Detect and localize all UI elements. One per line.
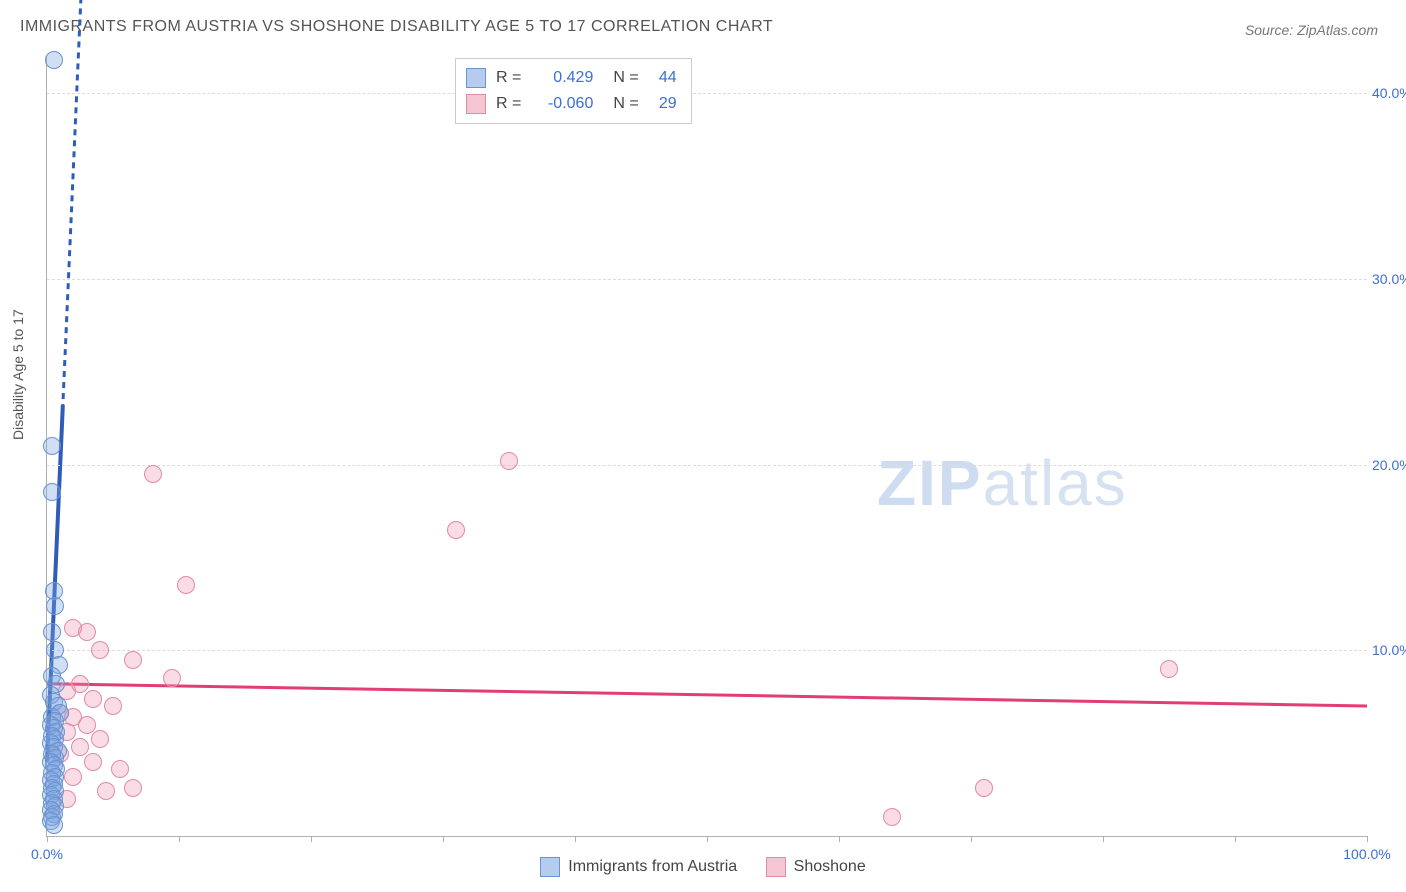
scatter-point-blue: [45, 51, 63, 69]
legend-row-blue: R = 0.429 N = 44: [466, 65, 677, 91]
scatter-point-pink: [883, 808, 901, 826]
x-tick-mark: [839, 836, 840, 842]
gridline: [47, 93, 1367, 94]
r-label: R =: [496, 91, 521, 117]
r-label: R =: [496, 65, 521, 91]
x-tick-mark: [179, 836, 180, 842]
scatter-point-blue: [46, 597, 64, 615]
scatter-point-pink: [84, 690, 102, 708]
swatch-pink: [766, 857, 786, 877]
scatter-point-pink: [975, 779, 993, 797]
x-tick-mark: [707, 836, 708, 842]
source-prefix: Source:: [1245, 22, 1297, 38]
series-legend: Immigrants from Austria Shoshone: [0, 857, 1406, 882]
correlation-legend: R = 0.429 N = 44 R = -0.060 N = 29: [455, 58, 692, 124]
scatter-point-blue: [43, 483, 61, 501]
legend-label-pink: Shoshone: [794, 858, 866, 876]
legend-item-blue: Immigrants from Austria: [540, 857, 737, 877]
trendlines-layer: [47, 56, 1367, 836]
gridline: [47, 465, 1367, 466]
source-attribution: Source: ZipAtlas.com: [1245, 22, 1378, 38]
scatter-point-pink: [104, 697, 122, 715]
gridline: [47, 650, 1367, 651]
source-name: ZipAtlas.com: [1297, 22, 1378, 38]
x-tick-mark: [1235, 836, 1236, 842]
scatter-point-pink: [78, 623, 96, 641]
watermark: ZIPatlas: [877, 446, 1128, 520]
x-tick-mark: [971, 836, 972, 842]
scatter-point-pink: [97, 782, 115, 800]
x-tick-mark: [47, 836, 48, 842]
scatter-point-pink: [91, 641, 109, 659]
scatter-point-pink: [1160, 660, 1178, 678]
trend-line: [47, 0, 1367, 762]
scatter-point-pink: [447, 521, 465, 539]
watermark-b: atlas: [983, 447, 1128, 519]
scatter-point-pink: [78, 716, 96, 734]
y-tick-label: 40.0%: [1372, 85, 1406, 101]
scatter-point-pink: [124, 779, 142, 797]
legend-item-pink: Shoshone: [766, 857, 866, 877]
y-axis-label: Disability Age 5 to 17: [10, 309, 26, 440]
scatter-point-pink: [500, 452, 518, 470]
x-tick-mark: [443, 836, 444, 842]
scatter-point-blue: [43, 437, 61, 455]
n-value-pink: 29: [649, 91, 677, 117]
legend-label-blue: Immigrants from Austria: [568, 858, 737, 876]
swatch-blue: [540, 857, 560, 877]
scatter-point-pink: [64, 768, 82, 786]
scatter-point-pink: [177, 576, 195, 594]
watermark-a: ZIP: [877, 447, 983, 519]
scatter-point-pink: [91, 730, 109, 748]
x-tick-mark: [311, 836, 312, 842]
legend-row-pink: R = -0.060 N = 29: [466, 91, 677, 117]
scatter-point-pink: [84, 753, 102, 771]
scatter-point-pink: [124, 651, 142, 669]
n-label: N =: [613, 65, 638, 91]
scatter-point-pink: [163, 669, 181, 687]
gridline: [47, 279, 1367, 280]
y-tick-label: 20.0%: [1372, 457, 1406, 473]
n-value-blue: 44: [649, 65, 677, 91]
y-tick-label: 10.0%: [1372, 642, 1406, 658]
scatter-point-blue: [45, 816, 63, 834]
swatch-pink: [466, 94, 486, 114]
scatter-point-pink: [144, 465, 162, 483]
x-tick-mark: [1103, 836, 1104, 842]
x-tick-mark: [575, 836, 576, 842]
x-tick-mark: [1367, 836, 1368, 842]
scatter-plot-area: ZIPatlas 10.0%20.0%30.0%40.0%0.0%100.0%: [46, 56, 1367, 837]
scatter-point-pink: [71, 738, 89, 756]
r-value-blue: 0.429: [531, 65, 593, 91]
scatter-point-blue: [43, 623, 61, 641]
r-value-pink: -0.060: [531, 91, 593, 117]
swatch-blue: [466, 68, 486, 88]
y-tick-label: 30.0%: [1372, 271, 1406, 287]
n-label: N =: [613, 91, 638, 117]
trend-line: [47, 684, 1367, 706]
chart-title: IMMIGRANTS FROM AUSTRIA VS SHOSHONE DISA…: [20, 18, 773, 36]
scatter-point-pink: [111, 760, 129, 778]
